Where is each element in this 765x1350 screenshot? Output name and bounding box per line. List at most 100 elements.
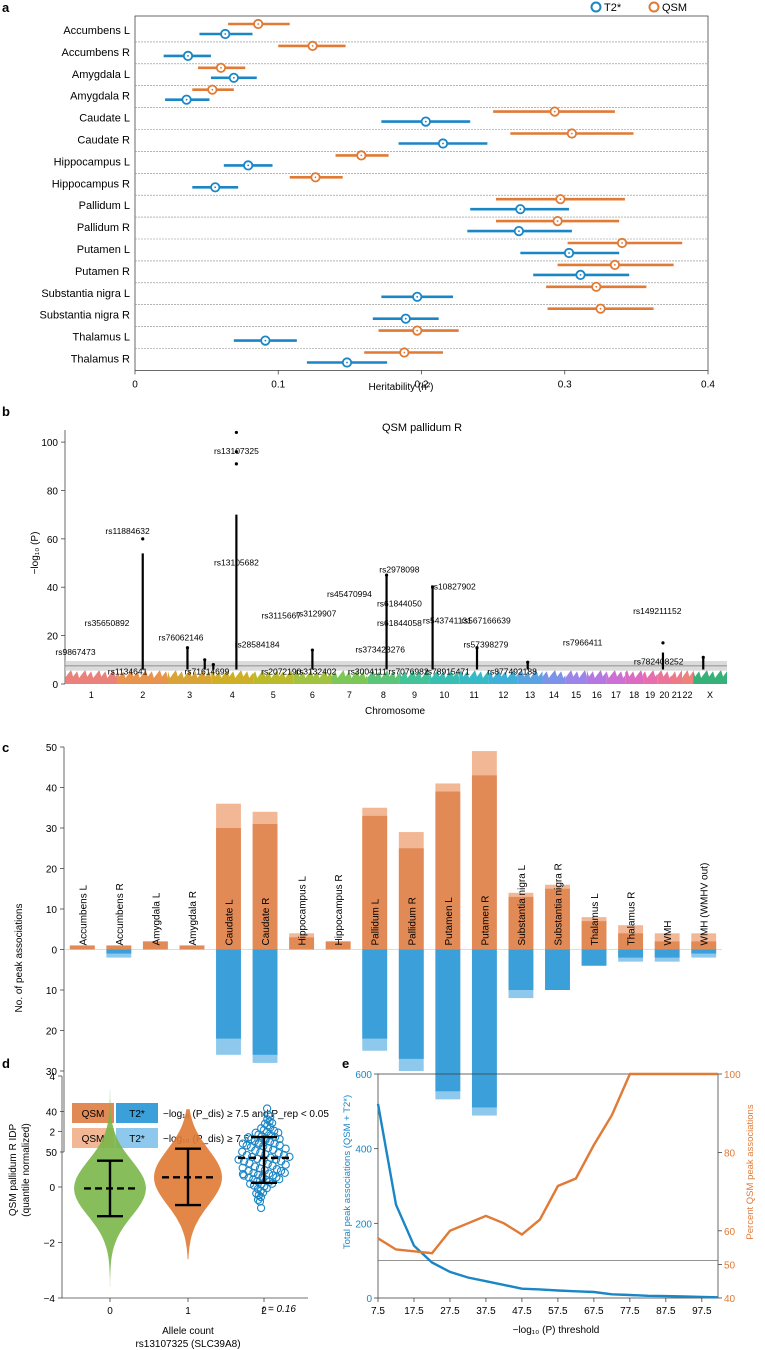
- panel-c-category-label: Amygdala R: [188, 891, 199, 945]
- panel-a-xtick-label: 0: [132, 379, 138, 390]
- panel-c-ytick-label: 40: [46, 784, 58, 795]
- panel-d-ytick-label: 2: [49, 1128, 55, 1139]
- panel-b-chrom-band-18: [625, 670, 644, 684]
- panel-b-chrom-label: X: [707, 690, 713, 700]
- panel-d-point: [239, 1171, 248, 1180]
- panel-c-category-label: Pallidum L: [371, 898, 382, 945]
- panel-b-snp-label: rs76062146: [159, 632, 204, 642]
- panel-b-chrom-band-16: [586, 670, 607, 684]
- panel-d-point: [272, 1165, 282, 1174]
- panel-e-ytick-left-label: 400: [355, 1145, 372, 1156]
- panel-b-snp-label: rs7966411: [563, 637, 603, 647]
- panel-c-ytick-label: 50: [46, 1148, 58, 1159]
- panel-a-forest-plot: a T2* QSM Accumbens L Accumbens R Amygdala …: [2, 0, 715, 393]
- panel-e-frame: [377, 1073, 719, 1299]
- panel-b-chrom-label: 8: [381, 690, 386, 700]
- panel-b-snp-label: rs57398279: [463, 640, 508, 650]
- panel-e-line-total: [376, 1103, 719, 1299]
- panel-b-chrom-label: 19: [645, 690, 655, 700]
- panel-c-bar-t2-rep: [618, 949, 644, 958]
- panel-b-ytick-label: 100: [41, 438, 58, 449]
- panel-a-point-center: [559, 198, 562, 201]
- panel-c-legend-qsm-swatch: [72, 1103, 114, 1123]
- panel-e-ytick-right-label: 80: [724, 1148, 736, 1159]
- panel-b-chrom-label: 12: [498, 690, 508, 700]
- panel-b-chrom-label: 6: [310, 690, 315, 700]
- panel-b-ytick-label: 20: [47, 632, 59, 643]
- panel-c-bar-qsm-rep: [69, 945, 95, 950]
- panel-b-chrom-band-9: [399, 670, 430, 684]
- panel-a-xlabel: Heritability (h²): [368, 382, 433, 393]
- panel-b-snp-label: rs3115667: [261, 611, 301, 621]
- panel-b-peak-top: [526, 660, 530, 664]
- panel-c-legend-t2-swatch: [116, 1128, 158, 1148]
- panel-c-legend-qsm-text: QSM: [82, 1134, 105, 1145]
- panel-d-point: [253, 1184, 263, 1194]
- panel-d-point: [270, 1139, 279, 1148]
- panel-b-snp-label: rs3132402: [296, 666, 336, 676]
- panel-e-label: e: [342, 1056, 349, 1071]
- panel-c-category-label: Accumbens R: [115, 883, 126, 945]
- panel-a-point-center: [613, 264, 616, 266]
- panel-a-point-center: [185, 98, 188, 101]
- panel-c-ytick-label: 20: [46, 1027, 58, 1038]
- panel-b-chrom-label: 2: [140, 690, 145, 700]
- panel-b-snp-label: rs149211152: [633, 606, 682, 616]
- panel-b-chrom-band-10: [429, 670, 460, 684]
- panel-b-chrom-band-1: [65, 670, 118, 684]
- panel-c-category-label: Substantia nigra L: [517, 864, 528, 945]
- panel-a-marks: [163, 18, 683, 368]
- panel-e-xtick-label: 47.5: [512, 1306, 532, 1317]
- panel-b-chrom-band-7: [331, 670, 368, 684]
- panel-a-region-label: Caudate R: [77, 135, 130, 147]
- panel-d-point: [251, 1146, 260, 1155]
- panel-a-region-label: Substantia nigra L: [41, 288, 130, 300]
- panel-d-ylabel: QSM pallidum R IDP: [8, 1124, 19, 1217]
- panel-b-chrom-label: 20: [659, 690, 669, 700]
- panel-c-legend-t2-text: T2*: [129, 1109, 145, 1120]
- panel-b-ytick-label: 0: [52, 680, 58, 691]
- panel-a-region-label: Accumbens L: [63, 25, 130, 37]
- panel-b-snp-label: rs13107325: [214, 446, 259, 456]
- panel-a-point-center: [311, 45, 314, 47]
- panel-b-snp-label: rs782408252: [634, 657, 684, 667]
- panel-b-snp-label: rs11884632: [105, 526, 150, 536]
- panel-d-ytick-label: −2: [44, 1239, 56, 1250]
- panel-e-marks: [376, 1072, 719, 1299]
- panel-c-category-label: Putamen R: [480, 895, 491, 945]
- panel-d-point: [244, 1173, 253, 1182]
- panel-e-line-chart: e Total peak associations (QSM + T2*) Pe…: [342, 1056, 756, 1336]
- panel-a-point-center: [346, 361, 348, 364]
- panel-d-label: d: [2, 1056, 10, 1071]
- panel-c-category-label: WMH (WMHV out): [700, 863, 711, 946]
- panel-a-region-labels: Accumbens L Accumbens R Amygdala L Amygdala…: [40, 25, 131, 366]
- panel-a-legend-marker: [648, 1, 660, 13]
- panel-d-point: [257, 1124, 266, 1133]
- panel-c-bar-qsm-rep: [618, 933, 644, 950]
- panel-c-axes: 50 40 30 20 10 0 10 20 30 40 50: [46, 743, 722, 1159]
- panel-a-point-center: [553, 110, 556, 113]
- panel-b-snp-label: rs3004111: [348, 666, 387, 676]
- panel-e-xtick-label: 37.5: [476, 1306, 496, 1317]
- panel-d-xtick-label: 2: [261, 1306, 267, 1317]
- panel-b-chrom-label: 11: [469, 690, 478, 700]
- panel-d-point: [242, 1141, 251, 1150]
- panel-c-bar-qsm-rep: [654, 941, 680, 950]
- panel-b-peak-top: [234, 430, 238, 435]
- panel-c-bar-qsm-rep: [362, 815, 388, 950]
- panel-d-point: [250, 1162, 260, 1171]
- panel-c-ytick-label: 30: [46, 1067, 58, 1078]
- panel-d-point: [281, 1144, 290, 1153]
- panel-b-chrom-label: 5: [271, 690, 276, 700]
- panel-c-bar-qsm-rep: [325, 941, 351, 950]
- panel-c-bar-qsm-rep: [508, 896, 534, 950]
- panel-a-point-center: [579, 274, 582, 276]
- panel-b-peak-top: [701, 655, 705, 659]
- panel-e-xtick-label: 57.5: [548, 1306, 568, 1317]
- panel-b-chrom-label: 7: [347, 690, 352, 700]
- panel-a-point-center: [404, 317, 407, 320]
- panel-c-legend-t2-swatch: [116, 1103, 158, 1123]
- panel-a-point-center: [232, 76, 235, 79]
